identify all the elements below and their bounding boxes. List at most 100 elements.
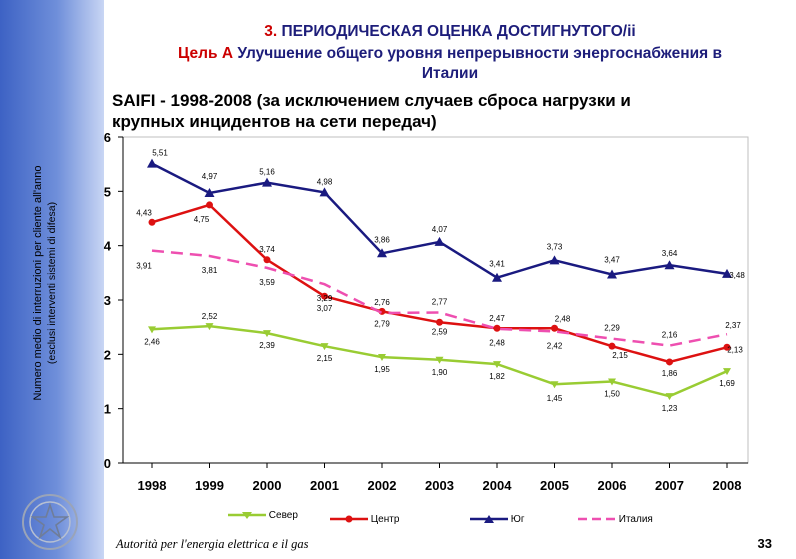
point-center: [206, 201, 213, 209]
data-label-north: 1,95: [374, 365, 390, 374]
point-center: [551, 324, 558, 332]
goal-text: Улучшение общего уровня непрерывности эн…: [233, 45, 722, 62]
point-north: [723, 368, 731, 376]
data-label-center: 2,79: [374, 319, 390, 328]
point-center: [723, 343, 731, 351]
data-label-italy: 3,59: [259, 278, 275, 287]
data-label-italy: 3,81: [202, 266, 218, 275]
data-label-north: 2,39: [259, 341, 275, 350]
data-label-north: 2,15: [317, 354, 333, 363]
point-south: [549, 255, 560, 265]
data-label-north: 1,50: [604, 390, 620, 399]
y-tick-label: 0: [104, 456, 111, 471]
data-label-italy: 3,29: [317, 294, 333, 303]
data-label-south: 3,47: [604, 255, 620, 264]
data-label-italy: 3,91: [136, 262, 152, 271]
data-label-italy: 2,47: [489, 314, 505, 323]
left-gradient-bar: [0, 0, 104, 559]
point-center: [493, 324, 501, 332]
point-north: [493, 361, 501, 369]
y-tick-label: 4: [104, 239, 112, 254]
data-label-north: 1,69: [719, 379, 735, 388]
point-center: [321, 292, 328, 300]
data-label-center: 4,75: [194, 215, 210, 224]
point-north: [608, 378, 616, 386]
point-north: [320, 343, 329, 351]
point-south: [722, 268, 732, 278]
y-tick-label: 5: [104, 184, 111, 199]
data-label-south: 4,97: [202, 172, 218, 181]
data-label-north: 2,52: [202, 312, 218, 321]
x-tick-label: 2004: [483, 478, 513, 493]
data-label-center: 2,48: [555, 314, 571, 323]
x-tick-label: 2005: [540, 478, 569, 493]
point-north: [148, 326, 156, 334]
data-label-italy: 2,16: [662, 331, 678, 340]
y-tick-label: 2: [104, 347, 111, 362]
legend-north-label: Север: [268, 510, 298, 521]
page-title-line3: Италии: [421, 65, 479, 82]
y-tick-label: 6: [104, 130, 111, 145]
point-center: [608, 342, 616, 350]
data-label-italy: 2,42: [547, 342, 563, 351]
chart-title-line2: крупных инцидентов на сети передач): [112, 112, 437, 131]
data-label-south: 5,16: [259, 168, 275, 177]
data-label-south: 3,64: [662, 249, 678, 258]
y-tick-label: 1: [104, 402, 111, 417]
x-tick-label: 2003: [425, 478, 454, 493]
data-label-italy: 2,29: [604, 324, 620, 333]
data-label-south: 3,41: [489, 260, 505, 269]
plot-area: [122, 136, 749, 464]
data-label-south: 3,73: [547, 242, 563, 251]
point-south: [262, 177, 272, 187]
point-center: [436, 318, 443, 326]
legend-center-swatch: [330, 515, 368, 523]
x-tick-label: 1998: [138, 478, 167, 493]
legend-center-label: Центр: [370, 514, 400, 525]
emblem-icon: [22, 494, 78, 550]
data-label-south: 3,86: [374, 235, 390, 244]
data-label-north: 1,90: [432, 368, 448, 377]
title-text: ПЕРИОДИЧЕСКАЯ ОЦЕНКА ДОСТИГНУТОГО/ii: [277, 23, 636, 40]
page-number: 33: [757, 536, 772, 551]
x-tick-label: 2006: [598, 478, 627, 493]
point-north: [205, 323, 214, 331]
data-label-north: 2,46: [144, 337, 160, 346]
chart-title: SAIFI - 1998-2008 (за исключением случае…: [112, 90, 712, 132]
chart-title-line1: SAIFI - 1998-2008 (за исключением случае…: [112, 91, 631, 110]
data-label-south: 5,51: [152, 149, 168, 158]
legend-italy-label: Италия: [618, 514, 653, 525]
legend-italy: Италия: [578, 514, 653, 525]
data-label-italy: 2,77: [432, 297, 448, 306]
x-tick-label: 1999: [195, 478, 224, 493]
page-title-line2: Цель А Улучшение общего уровня непрерывн…: [104, 44, 796, 64]
point-north: [550, 381, 559, 389]
x-tick-label: 2008: [713, 478, 742, 493]
goal-label: Цель А: [178, 45, 234, 62]
series-line-italy: [151, 249, 728, 347]
point-south: [664, 260, 675, 270]
point-north: [665, 393, 674, 401]
legend-south-label: Юг: [510, 514, 525, 525]
data-label-center: 3,07: [317, 304, 333, 313]
y-tick-label: 3: [104, 293, 111, 308]
data-label-south: 3,48: [729, 271, 745, 280]
legend-italy-swatch: [578, 518, 616, 521]
point-south: [434, 236, 445, 246]
legend-north: Север: [228, 510, 298, 521]
legend-south: Юг: [470, 514, 525, 525]
data-label-center: 4,43: [136, 208, 152, 217]
legend-center: Центр: [330, 514, 399, 525]
data-label-south: 4,07: [432, 225, 448, 234]
point-south: [319, 187, 330, 197]
x-tick-label: 2000: [253, 478, 282, 493]
data-label-italy: 2,37: [725, 321, 741, 330]
x-tick-label: 2002: [368, 478, 397, 493]
point-south: [492, 272, 502, 282]
x-tick-label: 2007: [655, 478, 684, 493]
point-north: [378, 354, 386, 362]
data-label-north: 1,45: [547, 394, 563, 403]
data-label-center: 2,48: [489, 338, 505, 347]
point-north: [435, 356, 444, 364]
legend-south-swatch: [470, 515, 508, 524]
